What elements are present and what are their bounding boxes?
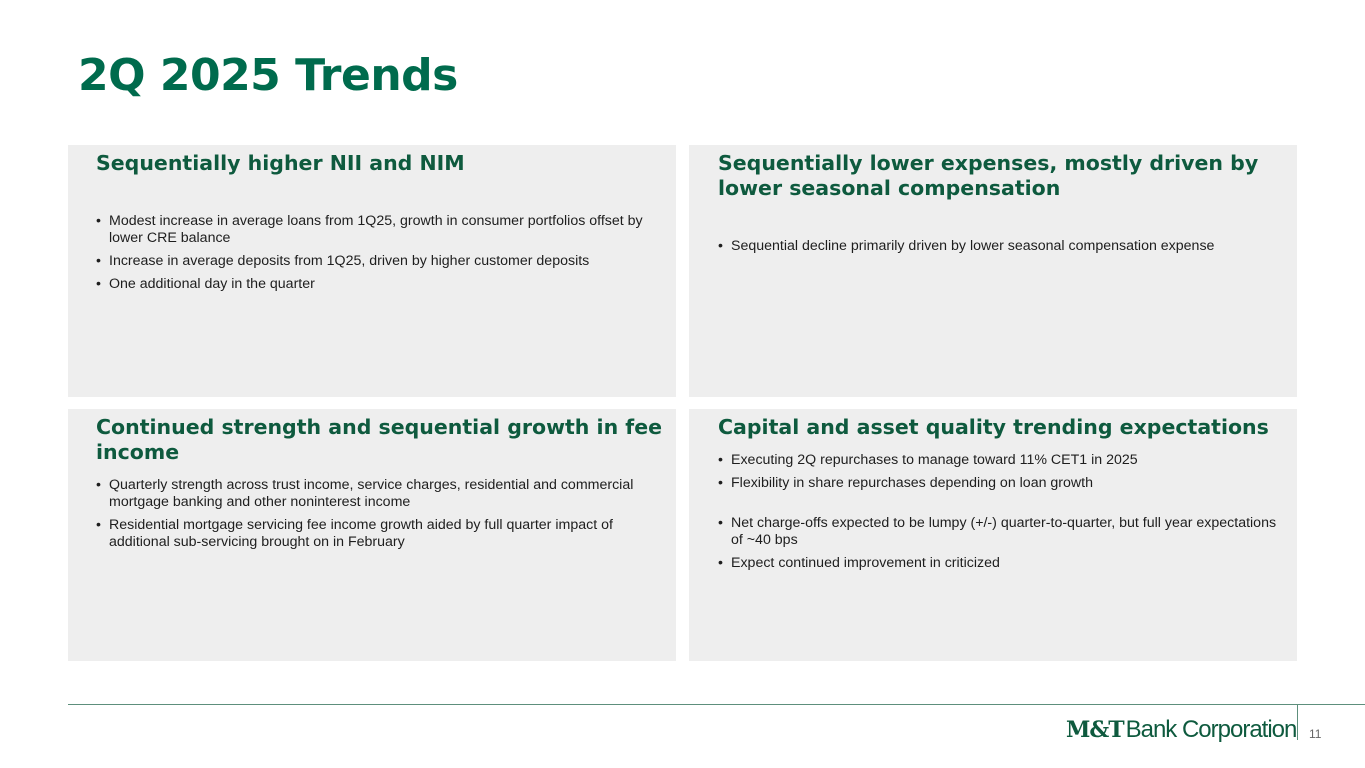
bullet-item: One additional day in the quarter bbox=[96, 276, 666, 293]
bullet-list: Sequential decline primarily driven by l… bbox=[718, 238, 1287, 255]
bullet-item: Increase in average deposits from 1Q25, … bbox=[96, 253, 666, 270]
bullet-item: Sequential decline primarily driven by l… bbox=[718, 238, 1287, 255]
panel-expenses: Sequentially lower expenses, mostly driv… bbox=[689, 145, 1297, 397]
panel-nii-nim: Sequentially higher NII and NIM Modest i… bbox=[68, 145, 676, 397]
panel-heading: Sequentially higher NII and NIM bbox=[96, 151, 465, 175]
bullet-item: Quarterly strength across trust income, … bbox=[96, 477, 666, 511]
bullet-list: Quarterly strength across trust income, … bbox=[96, 477, 666, 551]
bullet-item: Net charge-offs expected to be lumpy (+/… bbox=[718, 515, 1287, 549]
footer-divider bbox=[68, 704, 1365, 705]
bullet-item: Flexibility in share repurchases dependi… bbox=[718, 475, 1287, 492]
logo-divider bbox=[1297, 704, 1298, 740]
bullet-item: Modest increase in average loans from 1Q… bbox=[96, 213, 666, 247]
panel-fee-income: Continued strength and sequential growth… bbox=[68, 409, 676, 661]
bullet-item: Residential mortgage servicing fee incom… bbox=[96, 517, 666, 551]
bullet-item: Executing 2Q repurchases to manage towar… bbox=[718, 452, 1287, 469]
panel-heading: Continued strength and sequential growth… bbox=[96, 415, 663, 464]
logo-text: Bank Corporation bbox=[1125, 716, 1298, 743]
panel-heading: Sequentially lower expenses, mostly driv… bbox=[718, 151, 1259, 200]
slide-title: 2Q 2025 Trends bbox=[78, 50, 458, 101]
logo-mark: M&T bbox=[1066, 717, 1125, 743]
bullet-list: Executing 2Q repurchases to manage towar… bbox=[718, 452, 1287, 572]
bullet-list: Modest increase in average loans from 1Q… bbox=[96, 213, 666, 293]
page-number: 11 bbox=[1309, 727, 1322, 741]
bullet-item: Expect continued improvement in criticiz… bbox=[718, 555, 1287, 572]
company-logo: M&T Bank Corporation bbox=[1066, 714, 1298, 746]
panel-heading: Capital and asset quality trending expec… bbox=[718, 415, 1269, 439]
panel-capital-asset-quality: Capital and asset quality trending expec… bbox=[689, 409, 1297, 661]
